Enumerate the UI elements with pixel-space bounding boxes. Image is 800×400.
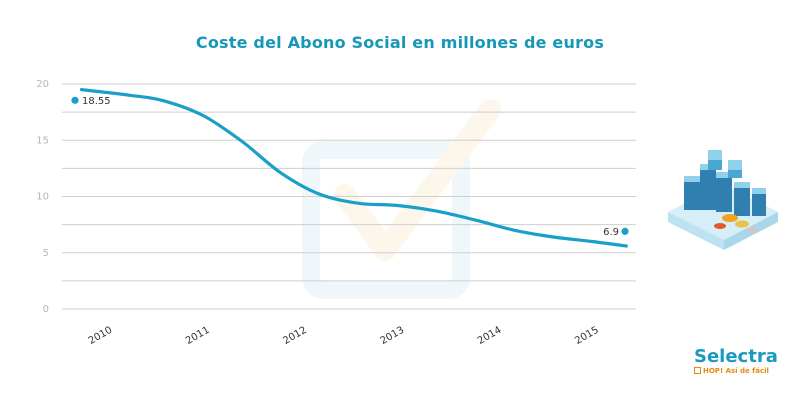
data-point-marker bbox=[621, 227, 629, 235]
brand-name: Selectra bbox=[694, 346, 778, 367]
brand-mark-icon bbox=[694, 367, 701, 374]
watermark-checkbox-icon bbox=[302, 99, 501, 299]
y-tick-label: 0 bbox=[43, 304, 49, 315]
x-tick-label: 2012 bbox=[281, 325, 309, 347]
x-tick-label: 2014 bbox=[476, 325, 504, 347]
brand-logo: Selectra HOP! Así de fácil bbox=[694, 346, 778, 376]
money-stack-icon bbox=[668, 150, 778, 250]
x-tick-label: 2013 bbox=[379, 325, 407, 347]
y-tick-label: 10 bbox=[36, 192, 49, 203]
brand-tagline: HOP! Así de fácil bbox=[694, 367, 774, 376]
y-tick-label: 20 bbox=[36, 79, 49, 90]
data-label: 18.55 bbox=[82, 96, 111, 107]
y-tick-label: 15 bbox=[36, 135, 49, 146]
x-tick-label: 2015 bbox=[573, 325, 601, 347]
data-label: 6.9 bbox=[603, 227, 619, 238]
series-line bbox=[79, 88, 628, 248]
chart-title: Coste del Abono Social en millones de eu… bbox=[195, 33, 605, 52]
x-tick-label: 2011 bbox=[184, 325, 212, 347]
x-tick-label: 2010 bbox=[87, 325, 115, 347]
brand-tagline-text: HOP! Así de fácil bbox=[703, 367, 769, 375]
data-point-marker bbox=[71, 96, 79, 104]
y-tick-label: 5 bbox=[43, 248, 49, 259]
